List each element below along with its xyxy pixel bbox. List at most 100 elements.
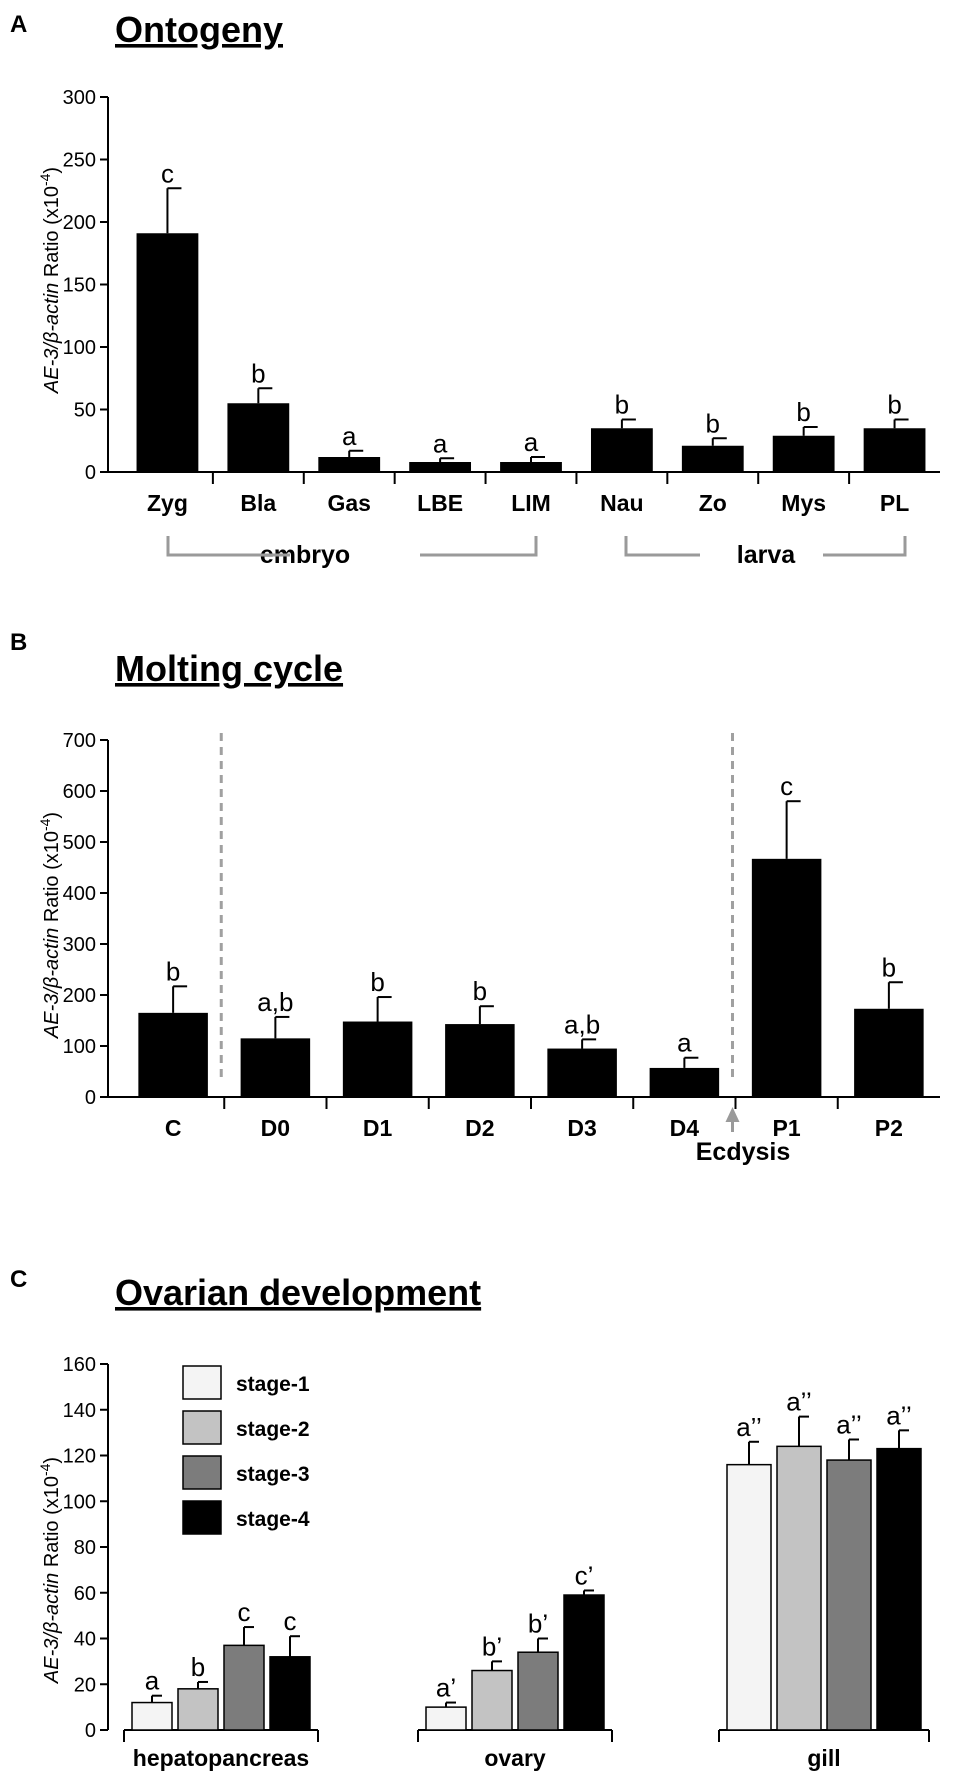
- x-tick-label: D1: [363, 1115, 393, 1141]
- y-tick-label: 700: [63, 730, 96, 752]
- bar-ovary-stage-3: [517, 1651, 559, 1731]
- y-tick-label: 60: [74, 1583, 96, 1605]
- bar-bla: [227, 403, 290, 472]
- y-tick-label: 100: [63, 1491, 96, 1513]
- y-tick-label: 50: [74, 400, 96, 422]
- bar-c: [138, 1012, 208, 1097]
- bar-d4: [649, 1067, 720, 1097]
- bar-p1: [751, 858, 822, 1097]
- chart-ontogeny: 0 50 100 150 200 250 300 c Zyg b Bla a Gas a LBE a LIM b N…: [63, 87, 940, 516]
- bar-gas: [318, 457, 381, 472]
- bar-gill-stage-1: [726, 1463, 772, 1731]
- bar-ovary-stage-2: [471, 1669, 513, 1731]
- larva-bracket-left: [624, 536, 700, 557]
- bar-pl: [863, 428, 926, 472]
- y-axis-label-a: AE-3/β-actin Ratio (x10-4): [37, 167, 63, 394]
- significance-label: a: [677, 1028, 692, 1058]
- significance-label: a: [433, 428, 448, 458]
- y-tick-label: 0: [85, 462, 96, 484]
- bar-d1: [342, 1021, 413, 1097]
- significance-label: c: [284, 1606, 297, 1636]
- y-tick-label: 300: [63, 934, 96, 956]
- x-tick-label: Nau: [600, 490, 643, 516]
- y-label-close: ): [41, 812, 63, 819]
- y-tick-label: 250: [63, 150, 96, 172]
- y-tick-label: 0: [85, 1720, 96, 1742]
- significance-label: b: [882, 952, 896, 982]
- significance-label: b: [615, 390, 629, 420]
- legend-label-stage-2: stage-2: [236, 1418, 310, 1441]
- significance-label: c: [238, 1597, 251, 1627]
- embryo-bracket-right: [420, 536, 538, 557]
- significance-label: b: [473, 976, 487, 1006]
- bar-hepatopancreas-stage-4: [269, 1656, 311, 1731]
- legend-swatch-stage-4: [182, 1500, 222, 1535]
- bar-gill-stage-4: [876, 1447, 922, 1731]
- x-tick-label: Zyg: [147, 490, 188, 516]
- bar-lbe: [409, 462, 472, 472]
- significance-label: a’’: [836, 1409, 862, 1439]
- bar-nau: [590, 428, 653, 472]
- significance-label: b: [706, 408, 720, 438]
- bar-hepatopancreas-stage-3: [223, 1644, 265, 1731]
- significance-label: a: [342, 421, 357, 451]
- panel-a-title: Ontogeny: [115, 9, 283, 50]
- x-tick-label: Bla: [240, 490, 276, 516]
- significance-label: b’: [528, 1609, 548, 1639]
- y-tick-label: 100: [63, 337, 96, 359]
- panel-b-letter: B: [10, 629, 27, 656]
- bar-gill-stage-2: [776, 1445, 822, 1731]
- significance-label: c: [161, 158, 174, 188]
- significance-label: a,b: [564, 1009, 600, 1039]
- y-tick-label: 500: [63, 832, 96, 854]
- y-tick-label: 140: [63, 1400, 96, 1422]
- y-label-close: ): [41, 1457, 63, 1464]
- y-tick-label: 100: [63, 1036, 96, 1058]
- x-tick-label: D2: [465, 1115, 494, 1141]
- y-tick-label: 200: [63, 985, 96, 1007]
- significance-label: a,b: [257, 987, 293, 1017]
- y-label-exponent: -4: [37, 1463, 53, 1476]
- significance-label: a: [524, 427, 539, 457]
- chart-molting-cycle: 0 100 200 300 400 500 600 700 b Ca,b D0 b D1 b D2 a,b D3…: [63, 730, 940, 1141]
- bar-zyg: [136, 233, 199, 472]
- significance-label: a’’: [786, 1387, 812, 1417]
- legend-label-stage-1: stage-1: [236, 1373, 310, 1396]
- y-tick-label: 150: [63, 275, 96, 297]
- significance-label: a’’: [736, 1412, 762, 1442]
- panel-b-title: Molting cycle: [115, 648, 343, 689]
- bar-hepatopancreas-stage-2: [177, 1688, 219, 1731]
- legend-swatch-stage-1: [182, 1365, 222, 1400]
- y-label-close: ): [41, 167, 63, 174]
- legend-swatch-stage-3: [182, 1455, 222, 1490]
- legend: stage-1 stage-2 stage-3 stage-4: [182, 1365, 310, 1535]
- x-tick-label: P1: [773, 1115, 801, 1141]
- bar-ovary-stage-1: [425, 1706, 467, 1731]
- x-tick-label: ovary: [484, 1745, 546, 1771]
- y-tick-label: 20: [74, 1674, 96, 1696]
- bar-d0: [240, 1038, 311, 1097]
- y-tick-label: 160: [63, 1354, 96, 1376]
- significance-label: a’: [436, 1673, 456, 1703]
- legend-label-stage-3: stage-3: [236, 1463, 310, 1486]
- panel-a-letter: A: [10, 11, 27, 38]
- y-label-gene: AE-3/β-actin: [41, 928, 63, 1039]
- significance-label: b: [251, 358, 265, 388]
- y-label-ratio: Ratio (x10: [41, 1476, 63, 1573]
- x-tick-label: D4: [670, 1115, 700, 1141]
- y-tick-label: 300: [63, 87, 96, 109]
- significance-label: c’: [575, 1560, 594, 1590]
- bar-lim: [500, 462, 562, 472]
- y-tick-label: 80: [74, 1537, 96, 1559]
- panel-c-title: Ovarian development: [115, 1272, 481, 1313]
- legend-label-stage-4: stage-4: [236, 1508, 310, 1531]
- y-label-gene: AE-3/β-actin: [41, 283, 63, 394]
- y-label-gene: AE-3/β-actin: [41, 1573, 63, 1684]
- y-label-exponent: -4: [37, 173, 53, 186]
- significance-label: b: [796, 397, 810, 427]
- bar-p2: [854, 1008, 924, 1097]
- y-tick-label: 600: [63, 781, 96, 803]
- significance-label: a: [145, 1666, 160, 1696]
